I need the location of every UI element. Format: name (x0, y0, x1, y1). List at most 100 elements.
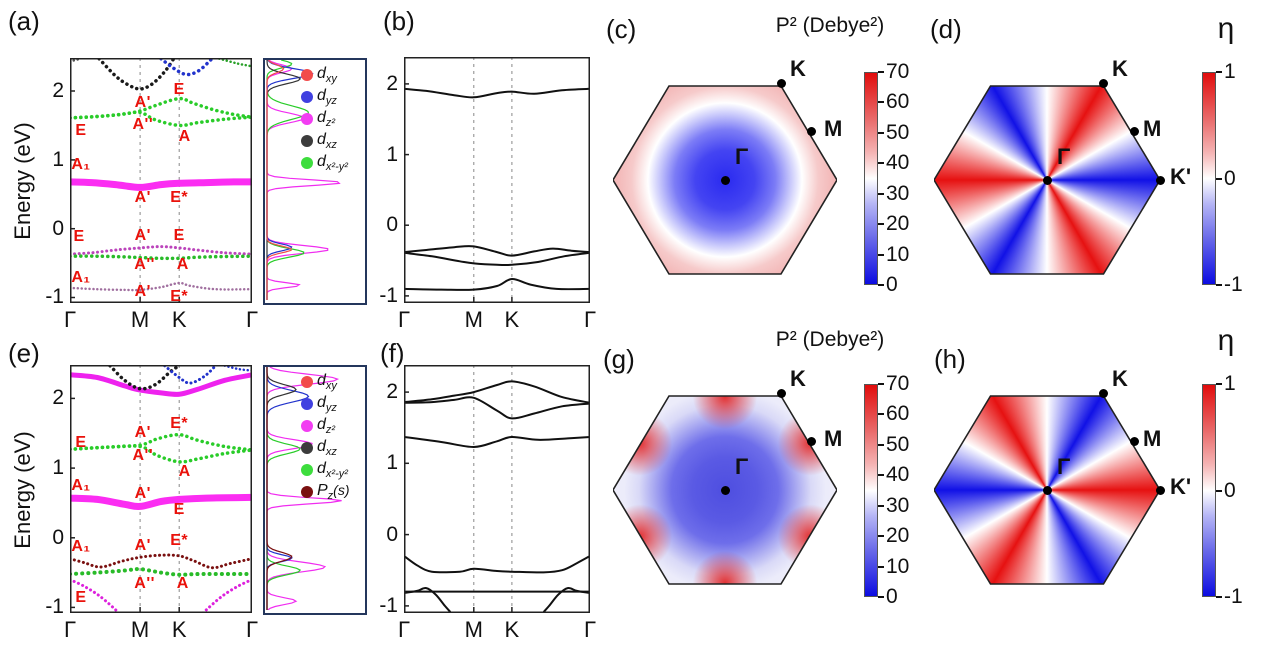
y-axis-tick-label: 2 (386, 380, 398, 404)
colorbar-tick-mark (878, 223, 884, 226)
legend-dot-pzs (301, 486, 313, 498)
band-symmetry-label: E (75, 121, 87, 139)
colorbar-tick: 20 (878, 212, 909, 236)
colorbar-tick: 40 (878, 151, 909, 175)
colorbar-tick-label: 40 (886, 151, 910, 175)
dos-curves-e (266, 366, 342, 611)
colorbar-tick-label: 70 (886, 60, 910, 83)
legend-dot-dz2 (301, 420, 313, 432)
legend-item-dxy: dxy (301, 64, 348, 86)
colorbar-tick-label: 0 (886, 585, 898, 608)
colorbar-tick: -1 (1216, 273, 1243, 297)
band-symmetry-label: A' (134, 484, 151, 502)
gamma-point-label: Γ (735, 144, 749, 169)
colorbar-gradient (864, 384, 878, 597)
legend-dot-dxy (301, 69, 313, 81)
legend-item-dz2: dz² (301, 108, 348, 130)
colorbar-p2-c: 70 60 50 40 30 20 10 0 (864, 60, 909, 296)
colorbar-gradient (1202, 72, 1216, 285)
band-symmetry-label: E (173, 226, 185, 244)
x-axis-tick-label: Γ (63, 307, 77, 332)
k-point-label: K (1112, 56, 1128, 81)
band-symmetry-label: A' (134, 537, 151, 555)
k-point-dot (1099, 389, 1108, 398)
colorbar-tick: 1 (1216, 372, 1236, 396)
legend-e: dxy dyz dz² dxz dx²-y² Pz(s) (301, 371, 350, 503)
band-symmetry-label: E* (170, 287, 189, 305)
colorbar-tick: 40 (878, 463, 909, 487)
m-point-dot (1130, 437, 1139, 446)
m-point-label: M (824, 116, 843, 141)
panel-label-e: (e) (8, 338, 40, 368)
colorbar-eta-h: 1 0 -1 (1202, 372, 1243, 608)
band-symmetry-label: A (176, 256, 189, 274)
band-symmetry-label: A₁ (71, 269, 91, 287)
legend-dot-dz2 (301, 113, 313, 125)
colorbar-tick-label: 30 (886, 181, 910, 205)
y-axis-tick-label: -1 (379, 593, 398, 617)
colorbar-tick: 70 (878, 60, 909, 84)
panel-label-c: (c) (606, 14, 637, 44)
band-symmetry-label: E (173, 80, 185, 98)
legend-dot-dxz (301, 442, 313, 454)
colorbar-tick-label: 60 (886, 90, 910, 114)
colorbar-tick: 0 (878, 273, 898, 297)
colorbar-tick-mark (1216, 177, 1222, 180)
x-axis-tick-label: K (171, 307, 187, 332)
m-point-dot (1130, 127, 1139, 136)
x-axis-tick-label: M (464, 617, 483, 642)
band-symmetry-label: A (176, 574, 189, 592)
band-symmetry-label: A'' (132, 447, 154, 465)
band-symmetry-label: A₁ (71, 537, 91, 555)
y-axis-tick-label: 0 (386, 522, 398, 546)
k-point-dot (777, 389, 786, 398)
colorbar-tick: 0 (1216, 479, 1236, 503)
y-axis-tick-label: 2 (52, 79, 64, 103)
colorbar-tick-label: 70 (886, 372, 910, 395)
band-structure-panel-e: E A' E* A'' A A₁ A' E A₁ A' E* A'' A E (70, 365, 252, 613)
panel-label-a: (a) (8, 6, 40, 36)
x-axis-tick-label: Γ (397, 617, 411, 642)
m-point-label: M (1143, 426, 1162, 451)
x-axis-tick-label: Γ (245, 307, 259, 332)
band-structure-panel-f (404, 365, 590, 613)
y-axis-tick-label: 0 (386, 213, 398, 237)
gamma-point-dot (1043, 486, 1052, 495)
legend-item-dyz: dyz (301, 393, 350, 415)
y-axis-tick-label: 1 (386, 142, 398, 166)
m-point-dot (807, 437, 816, 446)
legend-item-pzs: Pz(s) (301, 481, 350, 503)
legend-dot-dx2y2 (301, 464, 313, 476)
dos-panel-e: dxy dyz dz² dxz dx²-y² Pz(s) (263, 365, 367, 615)
y-axis-title-row1: Energy (eV) (10, 122, 35, 240)
colorbar-tick-mark (1216, 489, 1222, 492)
k-prime-point-dot (1156, 486, 1165, 495)
y-axis-tick-label: -1 (45, 285, 64, 309)
band-symmetry-label: A₁ (71, 477, 91, 495)
panel-label-f: (f) (380, 338, 405, 368)
y-axis-tick-label: 2 (52, 386, 64, 410)
colorbar-p2-g: 70 60 50 40 30 20 10 0 (864, 372, 909, 608)
colorbar-tick: 60 (878, 90, 909, 114)
colorbar-tick-mark (878, 253, 884, 256)
colorbar-tick-mark (878, 162, 884, 165)
y-axis-tick-label: -1 (379, 283, 398, 307)
colorbar-title-eta-h: η (1217, 324, 1235, 357)
colorbar-tick: 70 (878, 372, 909, 396)
colorbar-tick-label: 30 (886, 493, 910, 517)
band-structure-panel-a: E A' E A'' A A₁ A' E* E A' E A'' A A₁ A' E* (70, 58, 252, 305)
colorbar-tick-label: 50 (886, 120, 910, 144)
band-symmetry-label: A'' (134, 256, 155, 274)
legend-item-dz2: dz² (301, 415, 350, 437)
gamma-point-label: Γ (1057, 144, 1071, 169)
colorbar-tick-label: 10 (886, 242, 910, 266)
dos-curves-a (266, 59, 341, 300)
colorbar-tick-mark (878, 71, 884, 73)
gamma-point-dot (721, 176, 730, 185)
colorbar-tick-mark (878, 192, 884, 195)
band-structure-panel-b (404, 57, 590, 303)
x-axis-tick-label: K (504, 307, 520, 332)
k-point-dot (777, 79, 786, 88)
legend-dot-dyz (301, 91, 313, 103)
